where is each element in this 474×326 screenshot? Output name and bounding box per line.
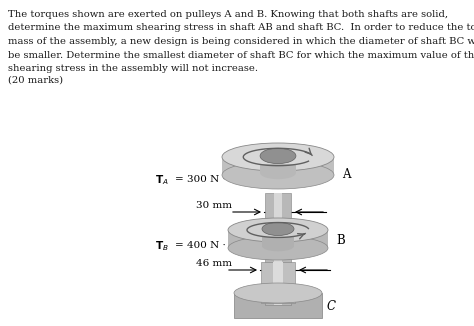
FancyBboxPatch shape [265,193,291,305]
Text: $\mathbf{T}_B$: $\mathbf{T}_B$ [155,239,169,253]
FancyBboxPatch shape [273,262,283,303]
Ellipse shape [228,236,328,260]
Text: C: C [327,301,336,314]
FancyBboxPatch shape [274,193,282,305]
Text: 46 mm: 46 mm [196,259,232,268]
Text: (20 marks): (20 marks) [8,76,63,85]
FancyBboxPatch shape [260,164,296,173]
Ellipse shape [262,222,294,235]
Ellipse shape [228,218,328,242]
Text: determine the maximum shearing stress in shaft AB and shaft BC.  In order to red: determine the maximum shearing stress in… [8,23,474,33]
Ellipse shape [222,161,334,189]
Text: shearing stress in the assembly will not increase.: shearing stress in the assembly will not… [8,64,258,73]
Text: = 400 N · m: = 400 N · m [175,242,239,250]
Text: The torques shown are exerted on pulleys A and B. Knowing that both shafts are s: The torques shown are exerted on pulleys… [8,10,448,19]
Ellipse shape [222,143,334,171]
FancyBboxPatch shape [261,262,295,303]
Ellipse shape [234,283,322,303]
FancyBboxPatch shape [234,293,322,318]
FancyBboxPatch shape [228,230,328,248]
Text: = 300 N · m: = 300 N · m [175,175,239,185]
Text: mass of the assembly, a new design is being considered in which the diameter of : mass of the assembly, a new design is be… [8,37,474,46]
Text: be smaller. Determine the smallest diameter of shaft BC for which the maximum va: be smaller. Determine the smallest diame… [8,51,474,60]
Ellipse shape [260,167,296,179]
Text: B: B [336,233,345,246]
FancyBboxPatch shape [222,157,334,175]
FancyBboxPatch shape [262,237,294,246]
Text: A: A [342,169,350,182]
Text: $\mathbf{T}_A$: $\mathbf{T}_A$ [155,173,169,187]
Text: 30 mm: 30 mm [196,201,232,210]
Ellipse shape [262,241,294,251]
Ellipse shape [260,148,296,164]
